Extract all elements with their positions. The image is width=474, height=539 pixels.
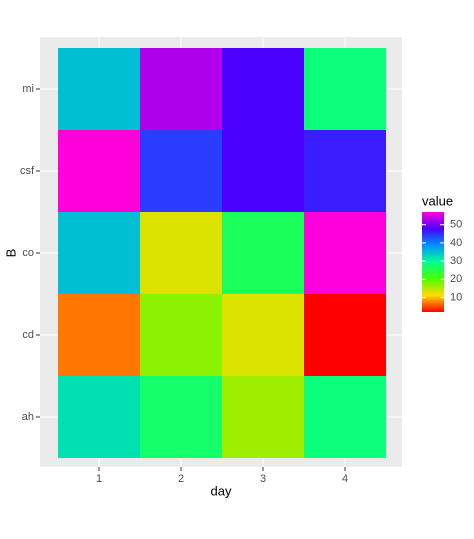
heat-cell	[58, 294, 140, 376]
x-tick-label: 1	[96, 473, 102, 485]
heat-cell	[140, 294, 222, 376]
x-axis-title: day	[211, 483, 232, 498]
heat-cell	[222, 212, 304, 294]
heat-cell	[140, 130, 222, 212]
y-axis-title: B	[3, 249, 18, 258]
heat-cell	[58, 130, 140, 212]
heat-cell	[222, 48, 304, 130]
x-tick-label: 2	[178, 473, 184, 485]
heat-cell	[58, 376, 140, 458]
heat-cell	[58, 48, 140, 130]
y-tick-label: co	[22, 247, 34, 259]
heat-cell	[58, 212, 140, 294]
heat-cell	[140, 212, 222, 294]
legend-label: 20	[450, 273, 462, 285]
heat-cell	[140, 376, 222, 458]
heat-cell	[304, 48, 386, 130]
legend-title: value	[422, 193, 453, 208]
y-tick-label: ah	[22, 411, 34, 423]
x-tick-label: 3	[260, 473, 266, 485]
x-tick-label: 4	[342, 473, 348, 485]
legend-label: 50	[450, 219, 462, 231]
y-tick-label: cd	[22, 329, 34, 341]
y-tick-label: mi	[22, 83, 34, 95]
heat-cell	[140, 48, 222, 130]
legend-label: 10	[450, 291, 462, 303]
heat-cell	[222, 294, 304, 376]
heat-cell	[304, 212, 386, 294]
legend-label: 30	[450, 255, 462, 267]
heat-cell	[222, 376, 304, 458]
legend-label: 40	[450, 237, 462, 249]
y-tick-label: csf	[20, 165, 35, 177]
heat-cell	[304, 294, 386, 376]
colorbar	[422, 212, 444, 312]
heat-cell	[222, 130, 304, 212]
heat-cell	[304, 130, 386, 212]
heat-cell	[304, 376, 386, 458]
